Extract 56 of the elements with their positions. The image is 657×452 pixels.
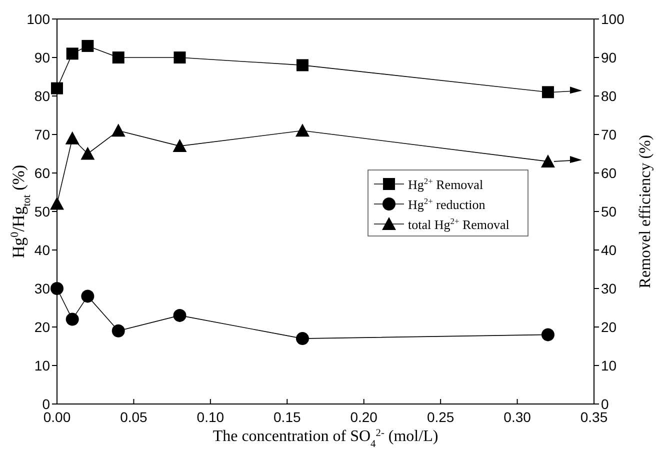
point (296, 59, 308, 72)
y-tick-label: 30 (34, 280, 50, 296)
point (540, 154, 555, 168)
y-tick-label: 100 (26, 11, 50, 27)
x-tick-label: 0.35 (580, 409, 608, 425)
point (112, 52, 124, 64)
y2-tick-label: 90 (601, 50, 617, 66)
point (111, 124, 126, 137)
point (112, 324, 125, 338)
x-tick-label: 0.10 (196, 409, 224, 425)
point (82, 40, 94, 52)
point (66, 48, 78, 60)
point (174, 52, 186, 64)
point (541, 328, 554, 342)
y2-tick-label: 100 (601, 11, 625, 27)
x-tick-label: 0.25 (426, 409, 454, 425)
y2-tick-label: 0 (601, 396, 609, 412)
x-axis-title: The concentration of SO$_{4}$$^{2-}$ (mol/L) (212, 428, 438, 450)
y-tick-label: 80 (34, 88, 50, 104)
legend-label: total Hg$^{2+}$ Removal (408, 216, 510, 232)
y-tick-label: 0 (42, 396, 50, 412)
point (65, 131, 80, 144)
y2-tick-label: 60 (601, 165, 617, 181)
point (172, 139, 187, 152)
y2-tick-label: 40 (601, 242, 617, 258)
point (51, 82, 63, 94)
y2-tick-label: 20 (601, 319, 617, 335)
x-tick-label: 0.05 (120, 409, 148, 425)
point (542, 86, 554, 98)
y2-tick-label: 10 (601, 358, 617, 374)
point (173, 308, 186, 322)
legend-label: Hg$^{2+}$ Removal (408, 176, 484, 192)
point (296, 332, 309, 346)
point (50, 282, 64, 295)
legend-label: Hg$^{2+}$ reduction (408, 196, 486, 212)
y-tick-label: 90 (34, 50, 50, 66)
x-tick-label: 0.15 (274, 409, 301, 425)
y-tick-label: 70 (34, 126, 50, 142)
point (50, 196, 64, 210)
y-tick-label: 20 (34, 319, 50, 335)
point (80, 146, 95, 160)
point (81, 290, 94, 303)
y2-axis-title: Removel efficiency (%) (637, 134, 654, 288)
y-tick-label: 60 (34, 165, 50, 181)
y2-tick-label: 30 (601, 280, 617, 296)
y-tick-label: 10 (34, 358, 50, 374)
point (66, 312, 79, 326)
x-tick-label: 0.30 (504, 409, 532, 425)
x-tick-label: 0.00 (43, 409, 71, 425)
y2-tick-label: 80 (601, 88, 617, 104)
y2-tick-label: 50 (601, 204, 617, 220)
x-tick-label: 0.20 (350, 409, 378, 425)
y-tick-label: 50 (34, 204, 50, 220)
y2-tick-label: 70 (601, 126, 617, 142)
y-tick-label: 40 (34, 242, 50, 258)
point (295, 124, 310, 137)
